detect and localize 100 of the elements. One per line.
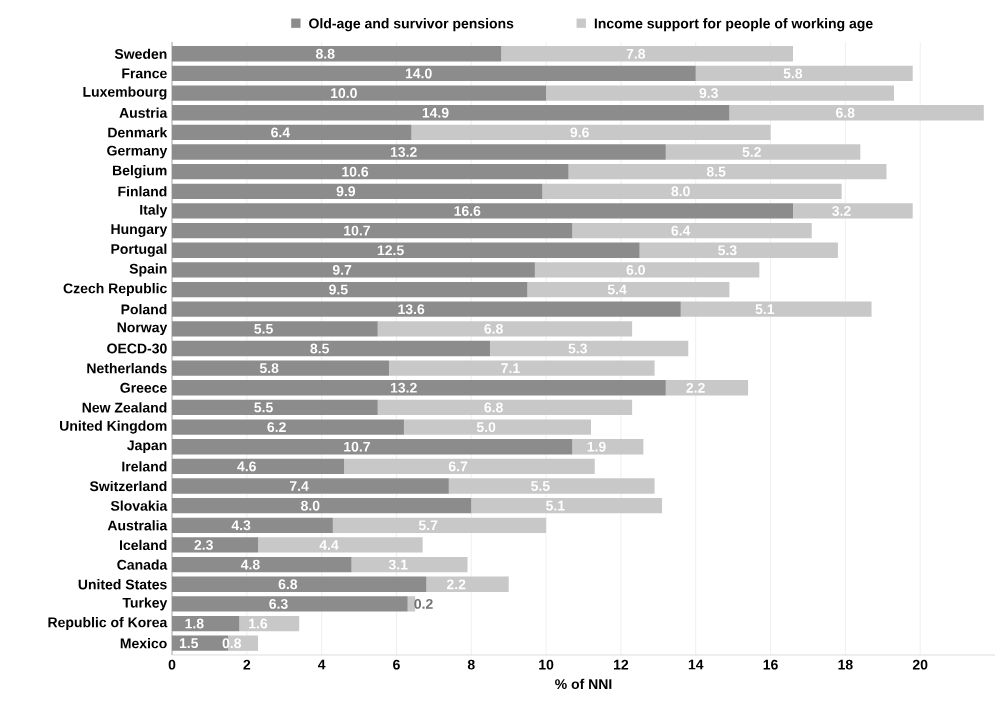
data-label: 14.9	[422, 107, 449, 118]
y-tick-label: Italy	[140, 204, 168, 218]
data-label: 9.7	[332, 264, 352, 275]
x-tick-label: 8	[467, 659, 475, 670]
bar	[344, 458, 595, 475]
y-tick-label: Iceland	[120, 539, 167, 551]
data-label: 5.5	[254, 402, 273, 413]
bar	[172, 537, 259, 553]
bar	[172, 222, 573, 239]
y-tick-label: Norway	[117, 322, 168, 336]
data-label: 12.5	[377, 245, 404, 256]
bar	[527, 281, 730, 298]
x-tick-label: 12	[614, 659, 629, 670]
y-tick-label: United Kingdom	[60, 420, 167, 434]
data-label: 1.8	[185, 618, 204, 629]
bar	[172, 262, 535, 278]
data-label: 6.8	[278, 579, 298, 590]
data-label: 4.6	[237, 461, 256, 472]
y-tick-label: Netherlands	[87, 363, 167, 374]
y-tick-label: Luxembourg	[83, 86, 167, 100]
bar	[489, 340, 689, 357]
data-label: 2.3	[194, 540, 213, 550]
bar	[172, 124, 412, 141]
y-tick-label: Republic of Korea	[48, 617, 168, 631]
bar	[546, 85, 894, 101]
bar	[172, 360, 389, 376]
bar	[172, 203, 793, 219]
bar	[172, 85, 547, 101]
data-label: 6.2	[267, 422, 286, 433]
y-tick-label: Austria	[119, 107, 168, 118]
y-tick-label: OECD-30	[107, 343, 167, 354]
bar	[448, 478, 655, 494]
bar	[172, 556, 352, 573]
bar	[403, 419, 591, 435]
bar	[172, 576, 427, 592]
bar	[172, 183, 543, 199]
bar	[172, 46, 502, 62]
bar	[172, 281, 528, 298]
bar	[172, 65, 696, 82]
y-tick-label: Spain	[129, 263, 167, 277]
bar	[377, 321, 633, 337]
bar	[377, 399, 633, 416]
y-tick-label: France	[122, 68, 167, 79]
data-label: 8.5	[310, 343, 329, 354]
bar	[471, 498, 663, 514]
bar	[258, 537, 423, 553]
x-tick-label: 20	[912, 659, 928, 670]
x-axis-title: % of NNI	[555, 678, 612, 690]
bar	[332, 517, 547, 533]
bar	[172, 596, 408, 612]
y-tick-label: Japan	[127, 440, 167, 453]
data-label: 6.4	[271, 127, 291, 138]
data-label: 13.2	[390, 147, 417, 157]
y-tick-label: Ireland	[122, 461, 167, 472]
y-tick-label: Hungary	[111, 224, 168, 237]
bar	[665, 380, 749, 396]
x-tick-label: 0	[168, 659, 176, 670]
data-label: 5.5	[254, 323, 273, 334]
bar	[172, 419, 404, 435]
x-tick-label: 6	[393, 659, 400, 670]
y-tick-label: Turkey	[122, 597, 168, 611]
bar	[665, 144, 861, 160]
data-label: 13.2	[390, 382, 417, 393]
data-label: 8.8	[315, 48, 335, 59]
data-label: 10.7	[344, 225, 370, 236]
bar	[411, 124, 771, 141]
data-label: 5.8	[259, 363, 279, 374]
bar	[172, 301, 681, 317]
data-label: 9.9	[336, 186, 356, 197]
data-label: 0.2	[414, 598, 433, 609]
bar	[572, 439, 644, 455]
y-tick-label: Germany	[107, 145, 168, 159]
data-label: 8.0	[301, 500, 320, 511]
bar	[172, 321, 378, 337]
legend-label: Income support for people of working age	[594, 18, 873, 32]
bar	[729, 105, 984, 121]
bar	[351, 556, 468, 573]
bar	[426, 576, 509, 592]
data-label: 10.6	[342, 166, 369, 177]
bar	[680, 301, 872, 317]
y-tick-label: New Zealand	[82, 402, 167, 413]
bar	[172, 105, 730, 121]
bar	[407, 596, 416, 612]
data-label: 6.3	[269, 598, 288, 609]
x-tick-label: 16	[763, 659, 778, 670]
bar	[388, 360, 655, 376]
bar	[542, 183, 842, 199]
bar	[572, 222, 812, 239]
bar	[172, 380, 666, 396]
data-label: 7.4	[289, 481, 309, 491]
bar	[695, 65, 913, 82]
data-label: 4.8	[240, 559, 260, 570]
y-tick-label: Belgium	[113, 165, 167, 179]
x-tick-label: 4	[317, 659, 326, 670]
bar	[501, 46, 793, 62]
bar	[172, 517, 333, 533]
legend-label: Old-age and survivor pensions	[309, 18, 514, 32]
y-tick-label: Finland	[118, 186, 167, 197]
bar	[172, 242, 640, 258]
y-tick-label: Sweden	[114, 48, 167, 59]
